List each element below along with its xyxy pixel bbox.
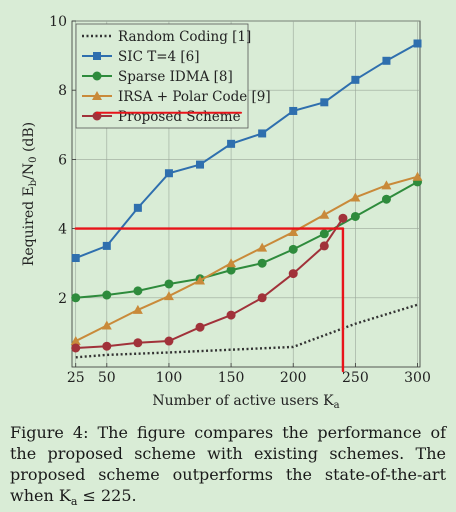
data-point-3 xyxy=(132,304,143,314)
data-point-3 xyxy=(381,180,392,190)
data-point-4 xyxy=(102,341,112,351)
data-point-4 xyxy=(133,338,143,348)
data-point-3 xyxy=(288,227,299,237)
data-point-2 xyxy=(257,258,267,268)
data-point-3 xyxy=(350,192,361,202)
caption-tail: ≤ 225. xyxy=(77,486,137,505)
data-point-2 xyxy=(102,290,112,300)
legend-marker-2 xyxy=(92,71,102,81)
x-tick-label: 250 xyxy=(342,370,369,386)
data-point-1 xyxy=(413,39,422,48)
x-tick-label: 50 xyxy=(98,370,116,386)
legend-label-1: SIC T=4 [6] xyxy=(118,49,200,65)
figure-caption: Figure 4: The figure compares the perfor… xyxy=(10,422,446,512)
data-point-4 xyxy=(288,269,298,279)
data-point-2 xyxy=(133,286,143,296)
data-point-4 xyxy=(257,293,267,303)
data-point-1 xyxy=(351,75,360,84)
figure: 25 50 100 150 200 250 300 2 4 6 8 10 Number of activ… xyxy=(10,14,446,508)
data-point-1 xyxy=(102,241,111,250)
data-point-3 xyxy=(101,320,112,330)
y-tick-label: 2 xyxy=(58,291,67,307)
data-point-1 xyxy=(164,169,173,178)
data-point-1 xyxy=(71,254,80,263)
line-chart: 25 50 100 150 200 250 300 2 4 6 8 10 Number of activ… xyxy=(21,14,431,411)
data-point-3 xyxy=(226,258,237,268)
legend-label-4: Proposed Scheme xyxy=(118,109,241,125)
data-point-3 xyxy=(195,275,206,285)
data-point-1 xyxy=(289,106,298,115)
data-point-1 xyxy=(227,139,236,148)
legend-marker-1 xyxy=(93,52,101,60)
series-line-3 xyxy=(75,175,418,342)
data-point-4 xyxy=(226,310,236,320)
legend-marker-3 xyxy=(92,91,102,100)
data-point-4 xyxy=(164,336,174,346)
data-point-4 xyxy=(71,343,81,353)
data-point-1 xyxy=(382,56,391,65)
data-point-1 xyxy=(320,98,329,107)
caption-text: Figure 4: The figure compares the perfor… xyxy=(10,423,446,505)
data-point-3 xyxy=(70,336,81,346)
legend-label-3: IRSA + Polar Code [9] xyxy=(118,89,271,105)
series-line-4 xyxy=(75,217,344,349)
series-line-0 xyxy=(75,303,418,359)
data-point-4 xyxy=(338,213,348,223)
legend-label-0: Random Coding [1] xyxy=(118,29,251,45)
x-tick-label: 300 xyxy=(404,370,431,386)
series-line-2 xyxy=(75,181,419,299)
data-point-3 xyxy=(163,291,174,301)
y-axis-label: Required Eb/N0 (dB) xyxy=(21,122,39,266)
x-tick-label: 200 xyxy=(280,370,307,386)
data-point-1 xyxy=(258,129,267,138)
data-point-2 xyxy=(226,265,236,275)
y-tick-label: 6 xyxy=(58,152,67,168)
data-point-2 xyxy=(71,293,81,303)
x-tick-label: 100 xyxy=(156,370,183,386)
data-point-2 xyxy=(350,211,360,221)
series-line-1 xyxy=(75,42,419,259)
data-point-2 xyxy=(381,194,391,204)
data-point-1 xyxy=(133,203,142,212)
data-point-3 xyxy=(412,171,423,181)
data-point-2 xyxy=(288,244,298,254)
data-point-2 xyxy=(164,279,174,289)
data-point-4 xyxy=(195,322,205,332)
data-point-3 xyxy=(257,242,268,252)
legend-label-2: Sparse IDMA [8] xyxy=(118,69,233,85)
x-tick-label: 25 xyxy=(67,370,85,386)
x-tick-label: 150 xyxy=(218,370,245,386)
data-point-3 xyxy=(319,209,330,219)
legend-marker-4 xyxy=(92,111,102,121)
data-point-2 xyxy=(319,229,329,239)
y-tick-label: 10 xyxy=(49,14,67,30)
data-point-4 xyxy=(319,241,329,251)
data-point-1 xyxy=(196,160,205,169)
x-axis-label: Number of active users Ka xyxy=(152,393,339,411)
y-tick-label: 4 xyxy=(58,222,67,238)
y-tick-label: 8 xyxy=(58,83,67,99)
